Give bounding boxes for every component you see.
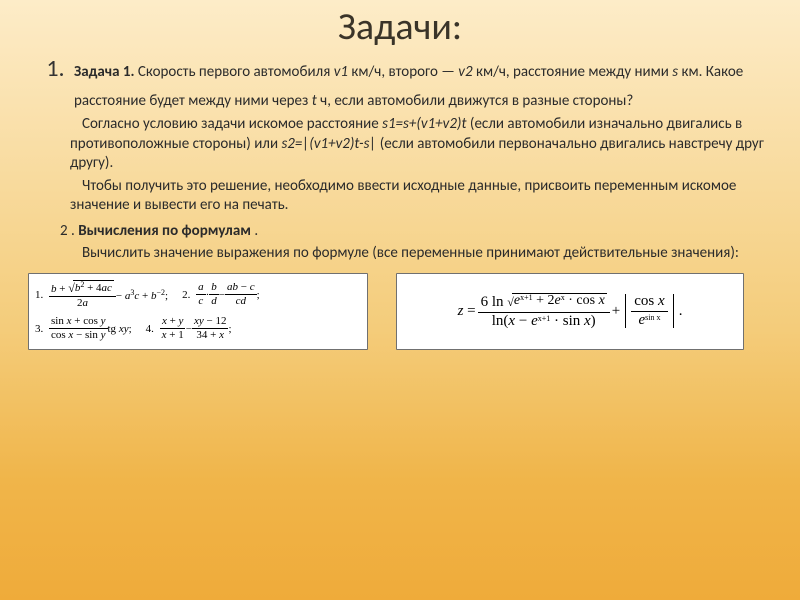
p1-v2: v2	[458, 63, 472, 81]
formula-row: 1. b + b2 + 4ac 2a − a3c + b−2; 2. ac · …	[0, 267, 800, 350]
slide-title: Задачи:	[0, 0, 800, 50]
left-row-1: 1. b + b2 + 4ac 2a − a3c + b−2; 2. ac · …	[35, 278, 361, 312]
formula-1: b + b2 + 4ac 2a − a3c + b−2;	[49, 280, 168, 309]
item2-dot: .	[251, 222, 258, 240]
problem-1-label: Задача 1.	[74, 63, 135, 81]
sol-f2: s2=|(v1+v2)t-s|	[281, 135, 376, 153]
lf-num-2: 2.	[182, 289, 196, 301]
formula-2: ac · bd − ab − ccd ;	[196, 282, 260, 307]
numbered-list: Задача 1. Скорость первого автомобиля v1…	[30, 54, 770, 112]
period: .	[679, 303, 683, 320]
abs-frac: cos x esin x	[631, 294, 667, 329]
item-2-heading: 2 . Вычисления по формулам .	[30, 222, 770, 242]
left-row-2: 3. sin x + cos y cos x − sin y tg xy; 4.…	[35, 312, 361, 346]
item2-title: Вычисления по формулам	[78, 222, 251, 240]
list-item-1: Задача 1. Скорость первого автомобиля v1…	[70, 54, 770, 112]
p1-v1: v1	[334, 63, 348, 81]
z-eq: z =	[458, 303, 476, 320]
p1-b: км/ч, второго —	[348, 63, 458, 81]
problem-1-statement: Задача 1. Скорость первого автомобиля v1…	[74, 63, 743, 110]
slide-body: Задача 1. Скорость первого автомобиля v1…	[0, 50, 800, 264]
sol-intro: Согласно условию задачи искомое расстоян…	[82, 115, 382, 133]
formula-3: sin x + cos y cos x − sin y tg xy;	[49, 316, 132, 341]
p1-a: Скорость первого автомобиля	[135, 63, 334, 81]
formula-box-right: z = 6 ln ex+1 + 2ex · cos x ln(x − ex+1 …	[396, 273, 744, 350]
main-frac: 6 ln ex+1 + 2ex · cos x ln(x − ex+1 · si…	[478, 293, 610, 330]
solution-para: Согласно условию задачи искомое расстоян…	[30, 115, 770, 174]
p1-e: ч, если автомобили движутся в разные сто…	[317, 92, 634, 110]
item2-num: 2 .	[60, 222, 75, 240]
lf-num-3: 3.	[35, 323, 49, 335]
item-2-text: Вычислить значение выражения по формуле …	[30, 244, 770, 264]
lf-num-1: 1.	[35, 289, 49, 301]
formula-box-left: 1. b + b2 + 4ac 2a − a3c + b−2; 2. ac · …	[28, 273, 368, 350]
p1-c: км/ч, расстояние между ними	[473, 63, 673, 81]
plus: +	[612, 303, 620, 320]
formula-4: x + yx + 1 − xy − 1234 + x ;	[160, 316, 232, 341]
note-para: Чтобы получить это решение, необходимо в…	[30, 177, 770, 216]
sol-f1: s1=s+(v1+v2)t	[382, 115, 466, 133]
lf-num-4: 4.	[146, 323, 160, 335]
abs-left	[625, 294, 626, 328]
abs-right	[673, 294, 674, 328]
slide: Задачи: Задача 1. Скорость первого автом…	[0, 0, 800, 600]
